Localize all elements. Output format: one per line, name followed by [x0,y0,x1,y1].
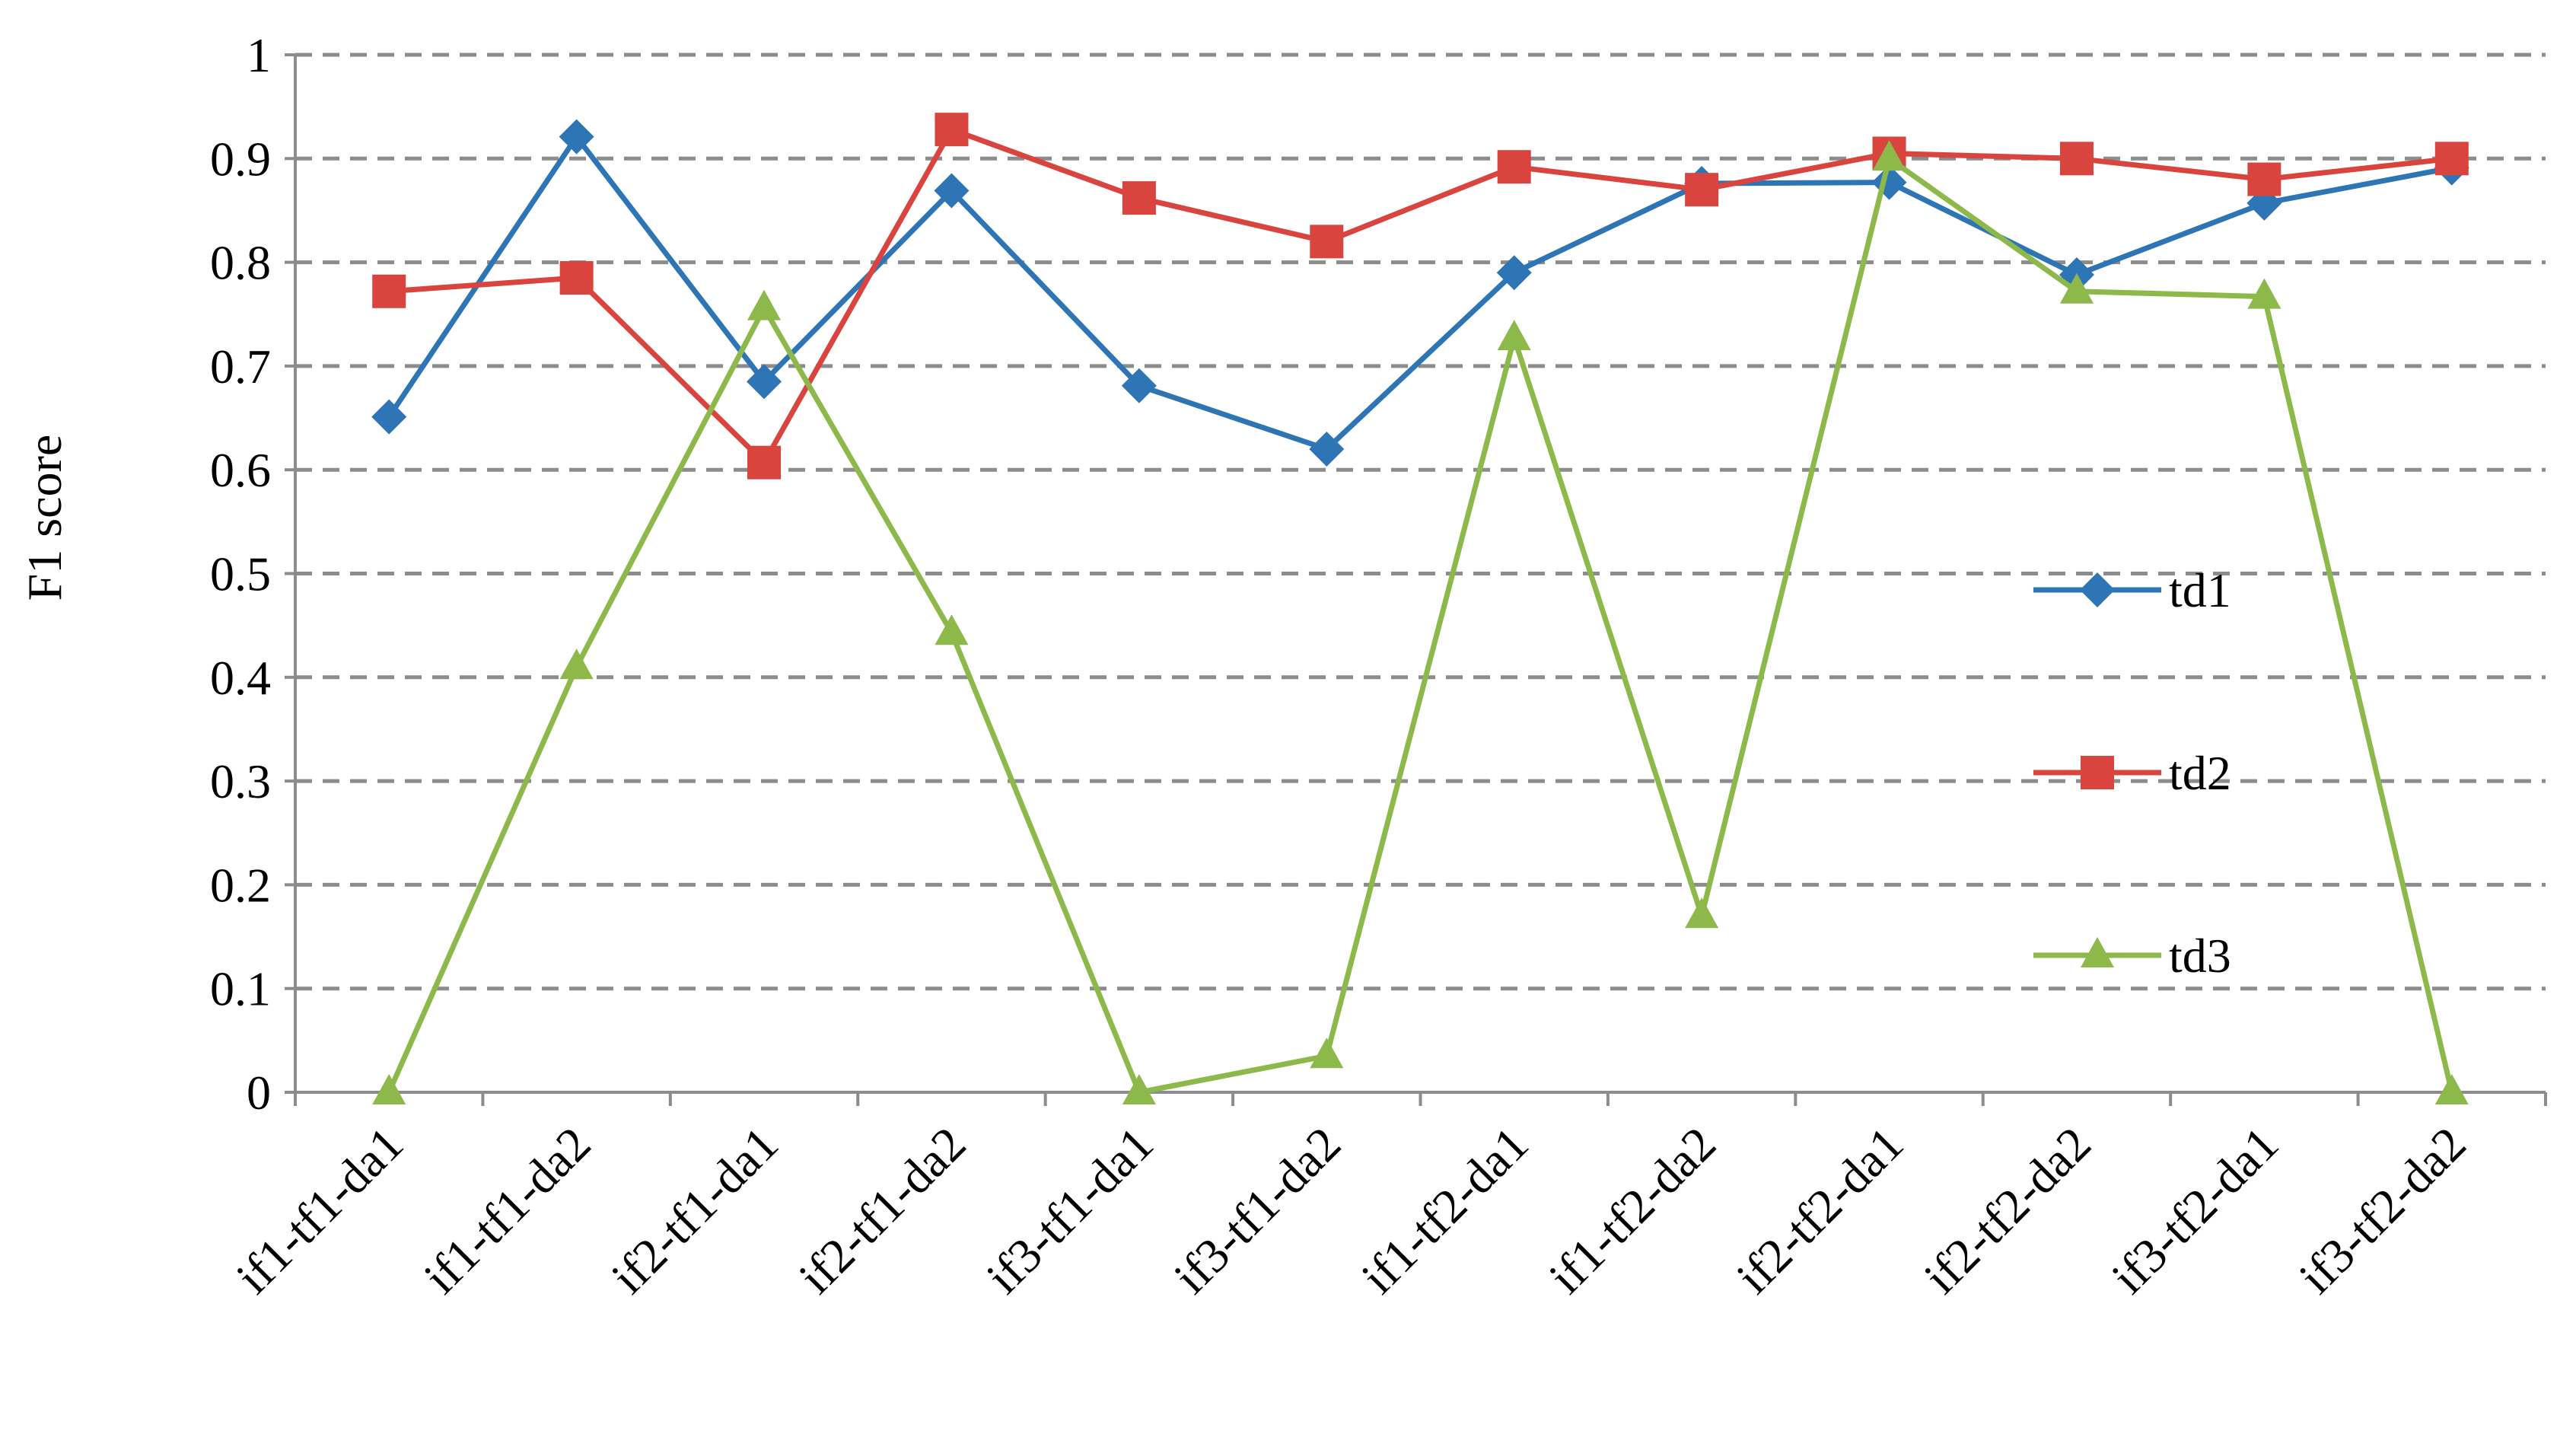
x-tick-label: if2-tf2-da2 [1914,1117,2101,1304]
y-tick-label: 1 [247,28,271,82]
x-tick-label: if1-tf2-da1 [1351,1117,1538,1304]
data-point-square [372,274,406,308]
data-point-diamond [371,399,407,435]
y-tick-label: 0.3 [210,754,271,808]
data-point-square [747,445,782,480]
legend-label: td2 [2169,746,2231,800]
y-tick-label: 0.6 [210,443,271,497]
x-tick-label: if3-tf1-da2 [1164,1117,1351,1304]
y-axis-label: F1 score [18,435,72,601]
data-point-diamond [934,173,970,209]
data-point-diamond [747,364,782,400]
data-point-triangle [2081,937,2114,967]
legend-item-td3: td3 [2033,929,2231,983]
x-tick-label: if3-tf2-da2 [2288,1117,2476,1304]
y-tick-label: 0.8 [210,236,271,290]
x-tick-label: if2-tf1-da2 [788,1117,976,1304]
series-line-td1 [387,134,2453,452]
series-line-td3 [387,155,2455,1095]
series-td2 [372,113,2469,480]
x-tick-label: if2-tf2-da1 [1726,1117,1913,1304]
y-tick-label: 0 [247,1066,271,1120]
axes [285,53,2547,1106]
data-point-triangle [935,614,969,645]
x-tick-label: if3-tf1-da1 [976,1117,1164,1304]
data-point-diamond [559,119,594,155]
data-point-diamond [1309,431,1345,467]
gridlines [295,53,2546,991]
legend: td1 td2 td3 [2033,563,2231,983]
x-tick-label: if1-tf1-da2 [413,1117,600,1304]
x-tick-label: if1-tf1-da1 [226,1117,413,1304]
data-point-triangle [1310,1037,1344,1069]
data-point-triangle [559,649,594,680]
data-point-triangle [1122,1074,1156,1104]
legend-label: td3 [2169,929,2231,983]
data-point-triangle [1685,897,1719,929]
y-tick-label: 0.4 [210,651,271,705]
y-tick-label: 0.1 [210,962,271,1016]
y-tick-label: 0.5 [210,547,271,601]
x-tick-label: if1-tf2-da2 [1539,1117,1726,1304]
y-tick-labels: 0 0.1 0.2 0.3 0.4 0.5 0.6 0.7 0.8 0.9 1 [210,28,271,1120]
y-tick-label: 0.7 [210,339,271,394]
data-point-triangle [747,289,782,320]
data-point-square [1310,225,1344,259]
legend-item-td2: td2 [2033,746,2231,800]
x-tick-label: if3-tf2-da1 [2101,1117,2288,1304]
data-point-square [2081,756,2114,789]
series-td3 [372,140,2469,1104]
data-point-triangle [2434,1074,2469,1104]
data-point-diamond [1496,255,1532,291]
data-point-triangle [2059,272,2094,304]
data-point-square [935,113,969,147]
x-tick-label: if2-tf1-da1 [601,1117,788,1304]
legend-label: td1 [2169,563,2231,617]
legend-item-td1: td1 [2033,563,2231,617]
data-point-square [559,261,594,295]
data-point-square [1685,173,1719,207]
data-point-triangle [1497,320,1531,351]
data-point-square [2434,142,2469,176]
data-point-square [1497,150,1531,184]
data-point-diamond [1121,368,1157,403]
data-point-triangle [372,1074,406,1104]
series-lines [371,113,2469,1104]
y-tick-label: 0.2 [210,858,271,912]
data-point-square [1122,181,1156,215]
data-point-diamond [2080,572,2115,607]
data-point-triangle [1872,140,1906,171]
data-point-square [2059,142,2094,176]
data-point-square [2247,162,2281,196]
y-tick-label: 0.9 [210,132,271,186]
series-line-td2 [388,126,2453,466]
x-tick-labels: if1-tf1-da1 if1-tf1-da2 if2-tf1-da1 if2-tf1… [226,1117,2476,1304]
data-point-triangle [2247,278,2281,309]
